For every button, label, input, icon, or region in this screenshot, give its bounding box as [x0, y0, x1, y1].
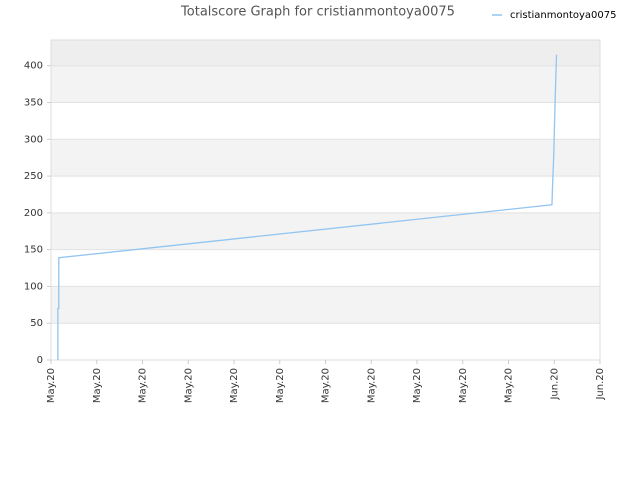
x-tick-label: May.20: [183, 368, 194, 403]
y-tick-label: 200: [24, 208, 43, 219]
y-tick-label: 100: [24, 281, 43, 292]
x-tick-label: May.20: [275, 368, 286, 403]
y-tick-label: 350: [24, 98, 43, 109]
x-tick-label: May.20: [366, 368, 377, 403]
x-tick-label: May.20: [321, 368, 332, 403]
series-line: [57, 54, 558, 360]
x-tick-label: May.20: [412, 368, 423, 403]
x-tick-label: May.20: [229, 368, 240, 403]
x-tick-label: May.20: [138, 368, 149, 403]
legend-label: cristianmontoya0075: [510, 10, 617, 21]
y-tick-label: 50: [30, 318, 43, 329]
plot-band: [51, 286, 600, 324]
x-tick-label: Jun.20: [595, 368, 606, 401]
x-tick-label: May.20: [46, 368, 57, 403]
y-tick-label: 250: [24, 171, 43, 182]
x-tick-label: May.20: [458, 368, 469, 403]
y-tick-label: 150: [24, 245, 43, 256]
x-tick-label: Jun.20: [549, 368, 560, 401]
plot-top-band: [51, 40, 600, 66]
plot-band: [51, 212, 600, 250]
chart-title: Totalscore Graph for cristianmontoya0075: [180, 5, 455, 20]
y-tick-label: 300: [24, 134, 43, 145]
plot-band: [51, 65, 600, 103]
y-tick-label: 400: [24, 61, 43, 72]
x-tick-label: May.20: [92, 368, 103, 403]
plot-band: [51, 139, 600, 177]
x-tick-label: May.20: [504, 368, 515, 403]
y-tick-label: 0: [37, 355, 43, 366]
